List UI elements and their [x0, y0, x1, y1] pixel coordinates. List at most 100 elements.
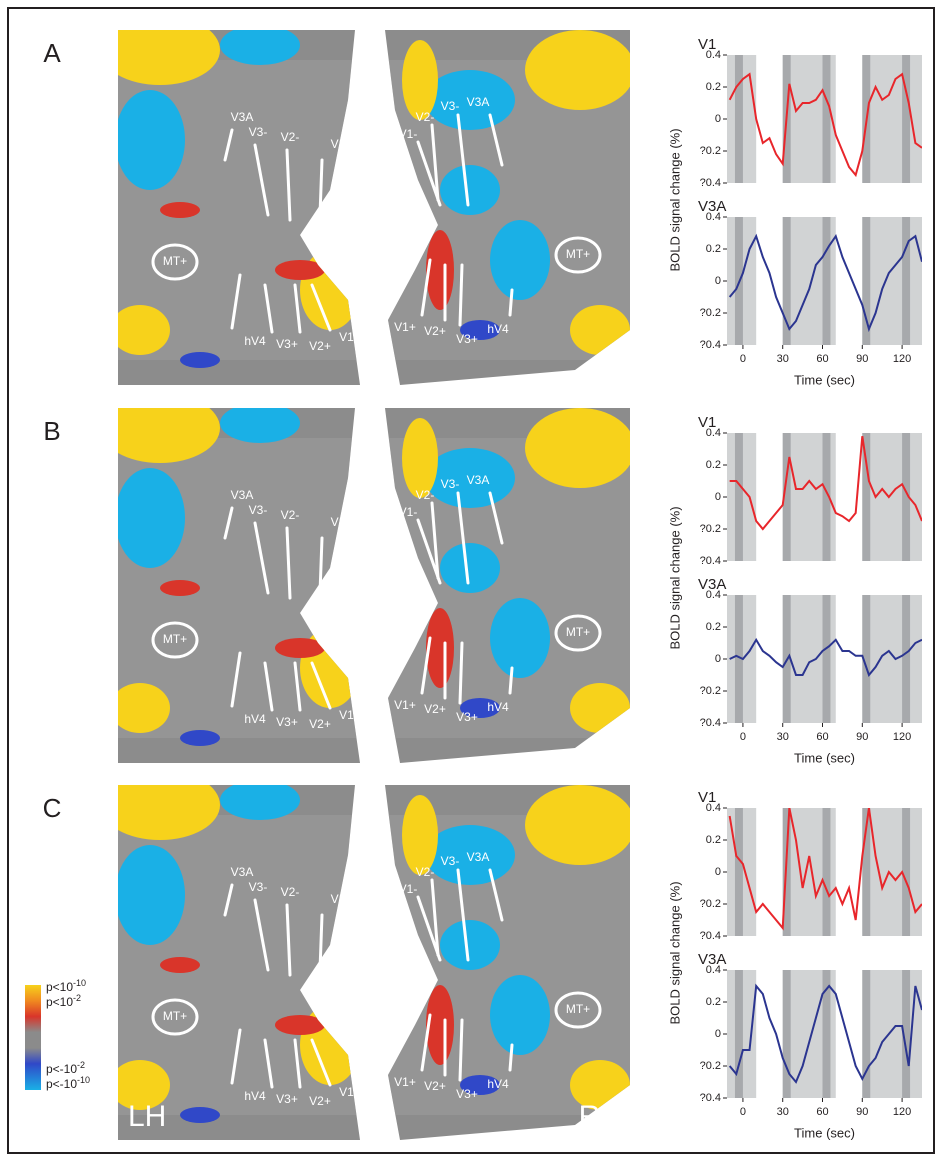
blob: [426, 230, 454, 310]
legend-exp: -10: [73, 978, 86, 988]
rest-block: [756, 55, 783, 183]
area-label: V2-: [416, 110, 435, 124]
mt-outline: [554, 236, 602, 274]
hemisphere-label: RH: [579, 1100, 622, 1133]
area-border: [488, 491, 504, 545]
y-tick-label: 0: [715, 491, 721, 503]
x-tick-label: 120: [893, 731, 911, 743]
blob: [180, 730, 220, 746]
area-label: V3A: [231, 865, 254, 879]
stim-block: [902, 433, 911, 561]
y-tick-label: ?0.2: [700, 307, 721, 319]
blob: [118, 1060, 170, 1110]
blob: [525, 785, 630, 865]
blob: [118, 683, 170, 733]
stim-block: [822, 970, 831, 1098]
rest-block: [756, 217, 783, 345]
series-line: [728, 983, 922, 1084]
x-tick-label: 0: [740, 731, 746, 743]
area-border: [230, 1028, 242, 1085]
area-label: V1-: [399, 505, 418, 519]
y-axis-label: BOLD signal change (%): [667, 881, 682, 1024]
area-label: V2+: [309, 1094, 331, 1108]
blob: [426, 608, 454, 688]
area-label: V2+: [424, 702, 446, 716]
stim-block: [862, 433, 871, 561]
legend-exp: -10: [77, 1075, 90, 1085]
area-label: V3-: [249, 880, 268, 894]
x-tick-label: 90: [856, 731, 868, 743]
rest-block: [756, 433, 783, 561]
area-border: [420, 636, 432, 695]
line-chart: V1 ?0.4 ?0.2 0 0.2 0.4: [698, 36, 922, 189]
y-tick-label: ?0.4: [700, 339, 721, 351]
line-chart: V3A ?0.4 ?0.2 0 0.2 0.4 0 30 60 90 120 Time (sec) BO…: [667, 128, 922, 387]
rest-block: [835, 433, 863, 561]
area-border: [318, 158, 324, 217]
stim-block: [822, 595, 831, 723]
y-tick-label: 0.2: [706, 621, 721, 633]
y-tick-label: 0.2: [706, 834, 721, 846]
area-label: V3-: [441, 99, 460, 113]
y-tick-label: ?0.4: [700, 1092, 721, 1104]
stim-block: [734, 595, 743, 723]
y-tick-label: 0: [715, 1028, 721, 1040]
area-label: V1+: [339, 708, 361, 722]
area-label: V3+: [276, 1092, 298, 1106]
stim-block: [902, 970, 911, 1098]
stim-block: [902, 217, 911, 345]
stim-block: [734, 808, 743, 936]
blob: [160, 202, 200, 218]
area-label: V2+: [309, 717, 331, 731]
series-line: [728, 72, 922, 178]
area-label: V3-: [249, 503, 268, 517]
y-tick-label: 0.2: [706, 459, 721, 471]
area-border: [285, 526, 292, 600]
blob: [440, 165, 500, 215]
x-axis-label: Time (sec): [794, 750, 855, 765]
area-label: V1-: [331, 515, 350, 529]
mt-outline: [554, 614, 602, 652]
stim-block: [902, 595, 911, 723]
blob: [402, 418, 438, 498]
x-tick-label: 30: [777, 731, 789, 743]
x-tick-label: 0: [740, 1106, 746, 1118]
x-tick-label: 0: [740, 353, 746, 365]
stim-block: [862, 970, 871, 1098]
area-border: [488, 113, 504, 167]
stim-block: [734, 433, 743, 561]
stim-block: [734, 55, 743, 183]
area-label: V3-: [249, 125, 268, 139]
blob: [570, 683, 630, 733]
area-label: MT+: [566, 247, 590, 261]
blob: [275, 1015, 325, 1035]
stim-block: [782, 970, 791, 1098]
area-border: [456, 868, 470, 962]
chart-title: V3A: [698, 198, 726, 215]
blob: [460, 698, 500, 718]
stim-block: [822, 808, 831, 936]
blob: [275, 260, 325, 280]
area-border: [508, 1043, 514, 1072]
stim-block: [862, 808, 871, 936]
area-label: hV4: [487, 322, 509, 336]
colorbar: [25, 985, 41, 1090]
area-label: V3-: [441, 477, 460, 491]
y-tick-label: 0.4: [706, 211, 721, 223]
area-border: [223, 883, 234, 917]
area-label: V1+: [394, 320, 416, 334]
area-label: V3+: [276, 715, 298, 729]
area-border: [456, 113, 470, 207]
area-label: MT+: [566, 1002, 590, 1016]
x-tick-label: 30: [777, 353, 789, 365]
area-border: [318, 536, 324, 595]
y-tick-label: 0: [715, 113, 721, 125]
legend-base: p<10: [46, 980, 73, 994]
blob: [440, 920, 500, 970]
area-border: [263, 283, 274, 334]
chart-title: V1: [698, 414, 716, 431]
area-border: [430, 878, 440, 957]
y-tick-label: 0: [715, 866, 721, 878]
area-border: [458, 1018, 464, 1082]
rest-block: [756, 808, 783, 936]
